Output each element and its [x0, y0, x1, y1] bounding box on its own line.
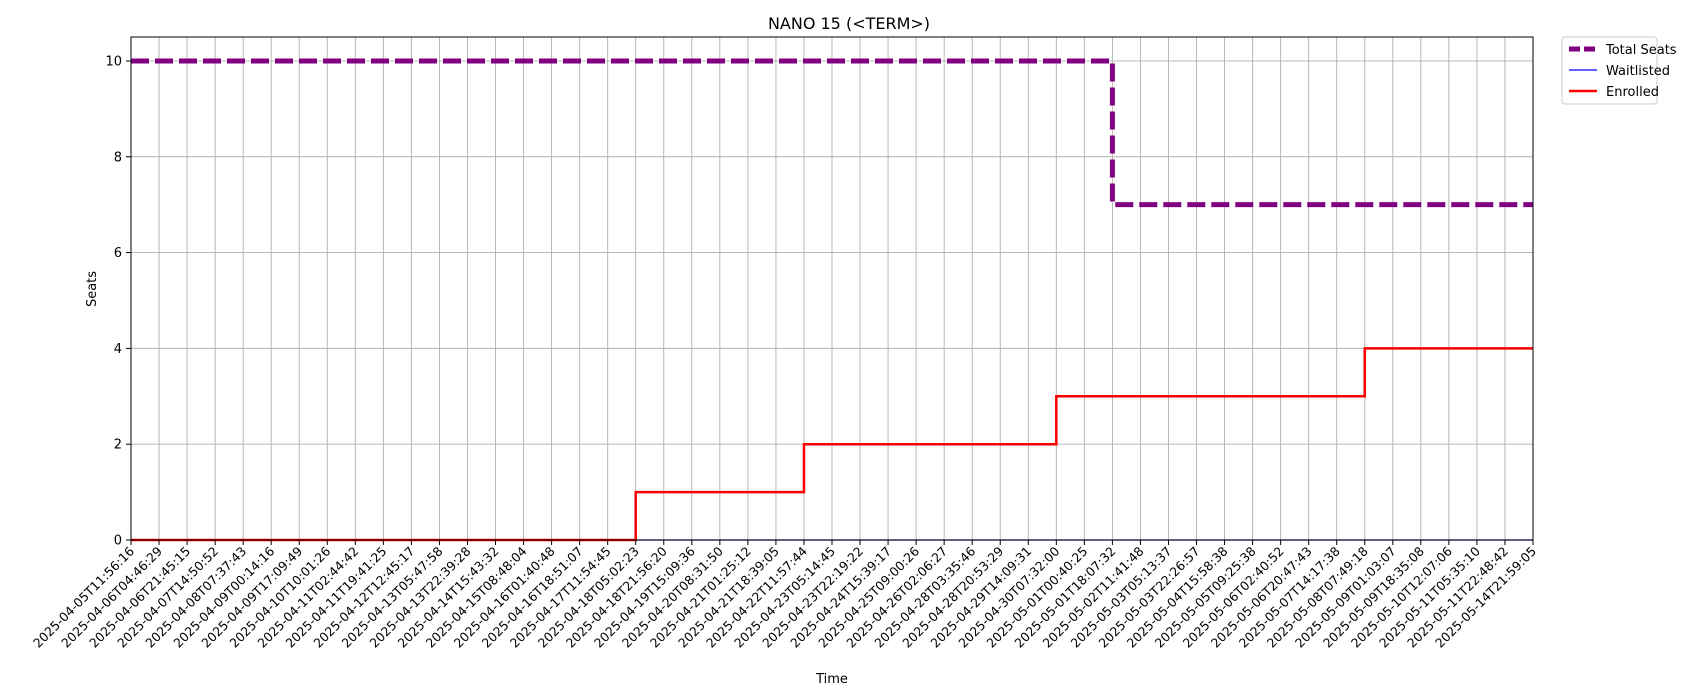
y-tick-label: 10	[105, 54, 122, 69]
legend-label-waitlisted: Waitlisted	[1606, 64, 1670, 79]
chart-title: NANO 15 (<TERM>)	[768, 14, 930, 33]
legend-frame	[1561, 36, 1658, 105]
y-tick-label: 6	[114, 246, 122, 261]
y-tick-label: 4	[114, 342, 122, 357]
x-axis-label: Time	[815, 672, 848, 687]
legend-label-total-seats: Total Seats	[1605, 43, 1677, 58]
y-axis-label: Seats	[85, 271, 100, 307]
y-axis-ticks: 0 2 4 6 8 10	[105, 54, 131, 549]
y-tick-label: 2	[114, 438, 122, 453]
grid	[130, 37, 1534, 541]
y-tick-label: 8	[114, 150, 122, 165]
legend: Total Seats Waitlisted Enrolled	[1561, 36, 1677, 105]
y-tick-label: 0	[114, 534, 122, 549]
series-line-total-seats	[131, 58, 1533, 208]
x-axis-ticks: 2025-04-05T11:56:162025-04-06T04:46:2920…	[30, 540, 1539, 651]
legend-label-enrolled: Enrolled	[1606, 85, 1659, 100]
